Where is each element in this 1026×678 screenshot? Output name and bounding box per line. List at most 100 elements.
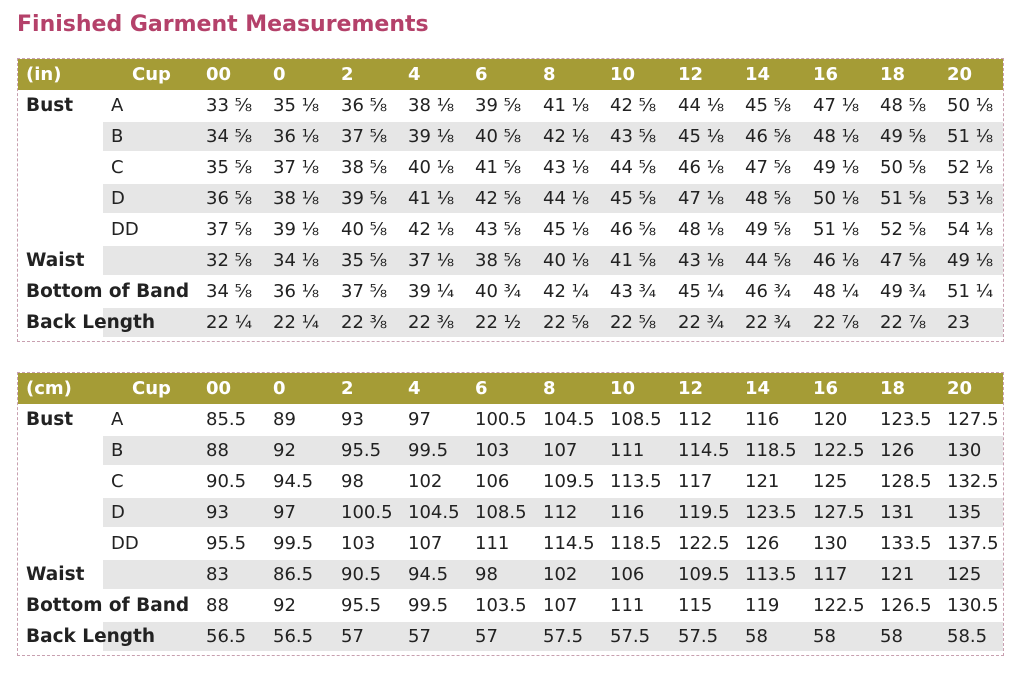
row-label: Bust xyxy=(26,95,74,116)
measurement-cell: 56.5 xyxy=(206,626,247,647)
measurement-cell: 36 ⅛ xyxy=(273,126,320,147)
row-label: Bust xyxy=(26,409,74,430)
measurement-cell: 22 ¼ xyxy=(206,312,253,333)
measurement-cell: 48 ⅝ xyxy=(745,188,792,209)
measurement-cell: 39 ⅝ xyxy=(341,188,388,209)
row-label: Waist xyxy=(26,564,85,585)
row-shading xyxy=(103,308,1003,337)
measurement-cell: 38 ⅝ xyxy=(475,250,522,271)
measurement-cell: 36 ⅝ xyxy=(341,95,388,116)
measurement-cell: 57 xyxy=(408,626,431,647)
measurement-cell: 40 ⅛ xyxy=(408,157,455,178)
table-header-row: (cm) Cup 00 0 2 4 6 8 10 12 14 16 18 20 xyxy=(18,373,1003,404)
measurement-cell: 57 xyxy=(475,626,498,647)
measurement-cell: 94.5 xyxy=(273,471,314,492)
measurement-cell: 39 ⅛ xyxy=(408,126,455,147)
measurement-cell: 121 xyxy=(745,471,780,492)
measurement-cell: 40 ¾ xyxy=(475,281,522,302)
size-header: 0 xyxy=(273,64,286,85)
measurement-cell: 97 xyxy=(408,409,431,430)
measurement-cell: 132.5 xyxy=(947,471,999,492)
size-header: 00 xyxy=(206,64,232,85)
cup-size: B xyxy=(111,440,124,461)
table-header-row: (in) Cup 00 0 2 4 6 8 10 12 14 16 18 20 xyxy=(18,59,1003,90)
measurement-cell: 95.5 xyxy=(341,595,382,616)
size-header: 10 xyxy=(610,378,636,399)
measurement-cell: 49 ⅝ xyxy=(880,126,927,147)
measurement-cell: 45 ⅝ xyxy=(745,95,792,116)
table-row: Waist 83 86.5 90.5 94.5 98 102 106 109.5 113.5 117… xyxy=(18,559,1003,590)
measurement-cell: 44 ⅛ xyxy=(543,188,590,209)
measurement-cell: 46 ⅝ xyxy=(745,126,792,147)
size-header: 8 xyxy=(543,64,556,85)
measurement-cell: 35 ⅝ xyxy=(206,157,253,178)
table-row: Bottom of Band 34 ⅝ 36 ⅛ 37 ⅝ 39 ¼ 40 ¾ 42 ¼ 43… xyxy=(18,276,1003,307)
measurement-cell: 52 ⅝ xyxy=(880,219,927,240)
size-header: 16 xyxy=(813,64,839,85)
measurement-cell: 58.5 xyxy=(947,626,988,647)
size-header: 16 xyxy=(813,378,839,399)
measurement-cell: 48 ⅛ xyxy=(678,219,725,240)
measurement-cell: 99.5 xyxy=(408,595,449,616)
size-header: 6 xyxy=(475,64,488,85)
measurement-cell: 39 ¼ xyxy=(408,281,455,302)
measurement-cell: 45 ¼ xyxy=(678,281,725,302)
row-shading xyxy=(103,498,1003,527)
measurement-cell: 48 ⅛ xyxy=(813,126,860,147)
table-row: DD 95.5 99.5 103 107 111 114.5 118.5 122.5 126 130… xyxy=(18,528,1003,559)
measurement-cell: 45 ⅛ xyxy=(678,126,725,147)
measurement-cell: 51 ⅛ xyxy=(947,126,994,147)
measurement-cell: 35 ⅝ xyxy=(341,250,388,271)
size-header: 4 xyxy=(408,64,421,85)
cup-header: Cup xyxy=(132,64,171,85)
measurement-cell: 115 xyxy=(678,595,713,616)
size-header: 18 xyxy=(880,64,906,85)
measurement-cell: 22 ½ xyxy=(475,312,522,333)
measurement-cell: 38 ⅛ xyxy=(273,188,320,209)
table-row: B 34 ⅝ 36 ⅛ 37 ⅝ 39 ⅛ 40 ⅝ 42 ⅛ 43 ⅝ 45 ⅛ 46 ⅝ 48 … xyxy=(18,121,1003,152)
measurement-cell: 135 xyxy=(947,502,982,523)
measurement-cell: 49 ¾ xyxy=(880,281,927,302)
measurement-cell: 111 xyxy=(610,440,645,461)
measurement-cell: 104.5 xyxy=(408,502,460,523)
table-row: C 90.5 94.5 98 102 106 109.5 113.5 117 121 125 128.… xyxy=(18,466,1003,497)
measurement-cell: 50 ⅛ xyxy=(947,95,994,116)
table-row: D 36 ⅝ 38 ⅛ 39 ⅝ 41 ⅛ 42 ⅝ 44 ⅛ 45 ⅝ 47 ⅛ 48 ⅝ 50 … xyxy=(18,183,1003,214)
measurement-cell: 37 ⅝ xyxy=(206,219,253,240)
measurement-cell: 47 ⅛ xyxy=(813,95,860,116)
measurement-cell: 85.5 xyxy=(206,409,247,430)
measurement-cell: 123.5 xyxy=(880,409,932,430)
cup-size: B xyxy=(111,126,124,147)
measurement-cell: 100.5 xyxy=(475,409,527,430)
measurement-cell: 120 xyxy=(813,409,848,430)
cup-size: C xyxy=(111,471,124,492)
cup-size: DD xyxy=(111,219,139,240)
measurement-cell: 122.5 xyxy=(813,440,865,461)
measurement-cell: 108.5 xyxy=(610,409,662,430)
cup-size: D xyxy=(111,188,125,209)
measurement-cell: 114.5 xyxy=(678,440,730,461)
measurement-cell: 116 xyxy=(745,409,780,430)
measurement-cell: 45 ⅛ xyxy=(543,219,590,240)
measurement-cell: 92 xyxy=(273,440,296,461)
measurement-cell: 126 xyxy=(880,440,915,461)
measurement-cell: 43 ⅛ xyxy=(543,157,590,178)
cm-measurement-table: (cm) Cup 00 0 2 4 6 8 10 12 14 16 18 20 Bust A 85.5 89 93 9… xyxy=(17,372,1004,656)
measurement-cell: 95.5 xyxy=(206,533,247,554)
measurement-cell: 42 ⅝ xyxy=(475,188,522,209)
measurement-cell: 98 xyxy=(341,471,364,492)
size-header: 14 xyxy=(745,64,771,85)
measurement-cell: 121 xyxy=(880,564,915,585)
table-row: D 93 97 100.5 104.5 108.5 112 116 119.5 123.5 127.… xyxy=(18,497,1003,528)
measurement-cell: 22 ¾ xyxy=(678,312,725,333)
measurement-cell: 46 ¾ xyxy=(745,281,792,302)
measurement-cell: 41 ⅝ xyxy=(475,157,522,178)
measurement-cell: 130.5 xyxy=(947,595,999,616)
size-header: 12 xyxy=(678,378,704,399)
table-row: Waist 32 ⅝ 34 ⅛ 35 ⅝ 37 ⅛ 38 ⅝ 40 ⅛ 41 ⅝ 43 ⅛ 44 … xyxy=(18,245,1003,276)
measurement-cell: 88 xyxy=(206,595,229,616)
measurement-cell: 93 xyxy=(206,502,229,523)
measurement-cell: 118.5 xyxy=(610,533,662,554)
measurement-cell: 99.5 xyxy=(273,533,314,554)
measurement-cell: 50 ⅛ xyxy=(813,188,860,209)
